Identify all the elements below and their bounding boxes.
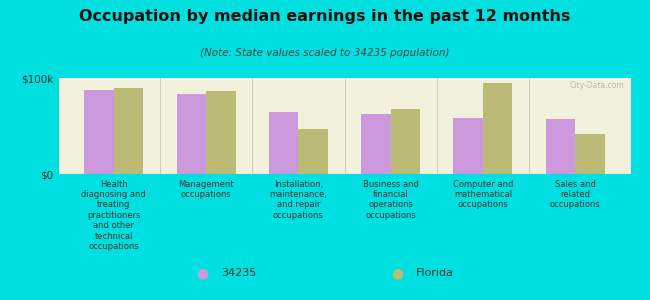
Bar — [84, 91, 114, 174]
Bar — [453, 118, 483, 174]
Bar — [114, 88, 144, 174]
Text: ●: ● — [391, 266, 403, 280]
Bar — [177, 94, 206, 174]
Bar — [206, 92, 236, 174]
Bar — [545, 119, 575, 174]
Bar — [483, 83, 512, 174]
Bar — [269, 112, 298, 174]
Text: Occupation by median earnings in the past 12 months: Occupation by median earnings in the pas… — [79, 9, 571, 24]
Text: City-Data.com: City-Data.com — [570, 81, 625, 90]
Text: Florida: Florida — [416, 268, 454, 278]
Text: ●: ● — [196, 266, 208, 280]
Text: 34235: 34235 — [221, 268, 256, 278]
Bar — [361, 115, 391, 174]
Text: (Note: State values scaled to 34235 population): (Note: State values scaled to 34235 popu… — [200, 48, 450, 58]
Bar — [391, 109, 420, 174]
Bar — [575, 134, 604, 174]
Bar — [298, 129, 328, 174]
